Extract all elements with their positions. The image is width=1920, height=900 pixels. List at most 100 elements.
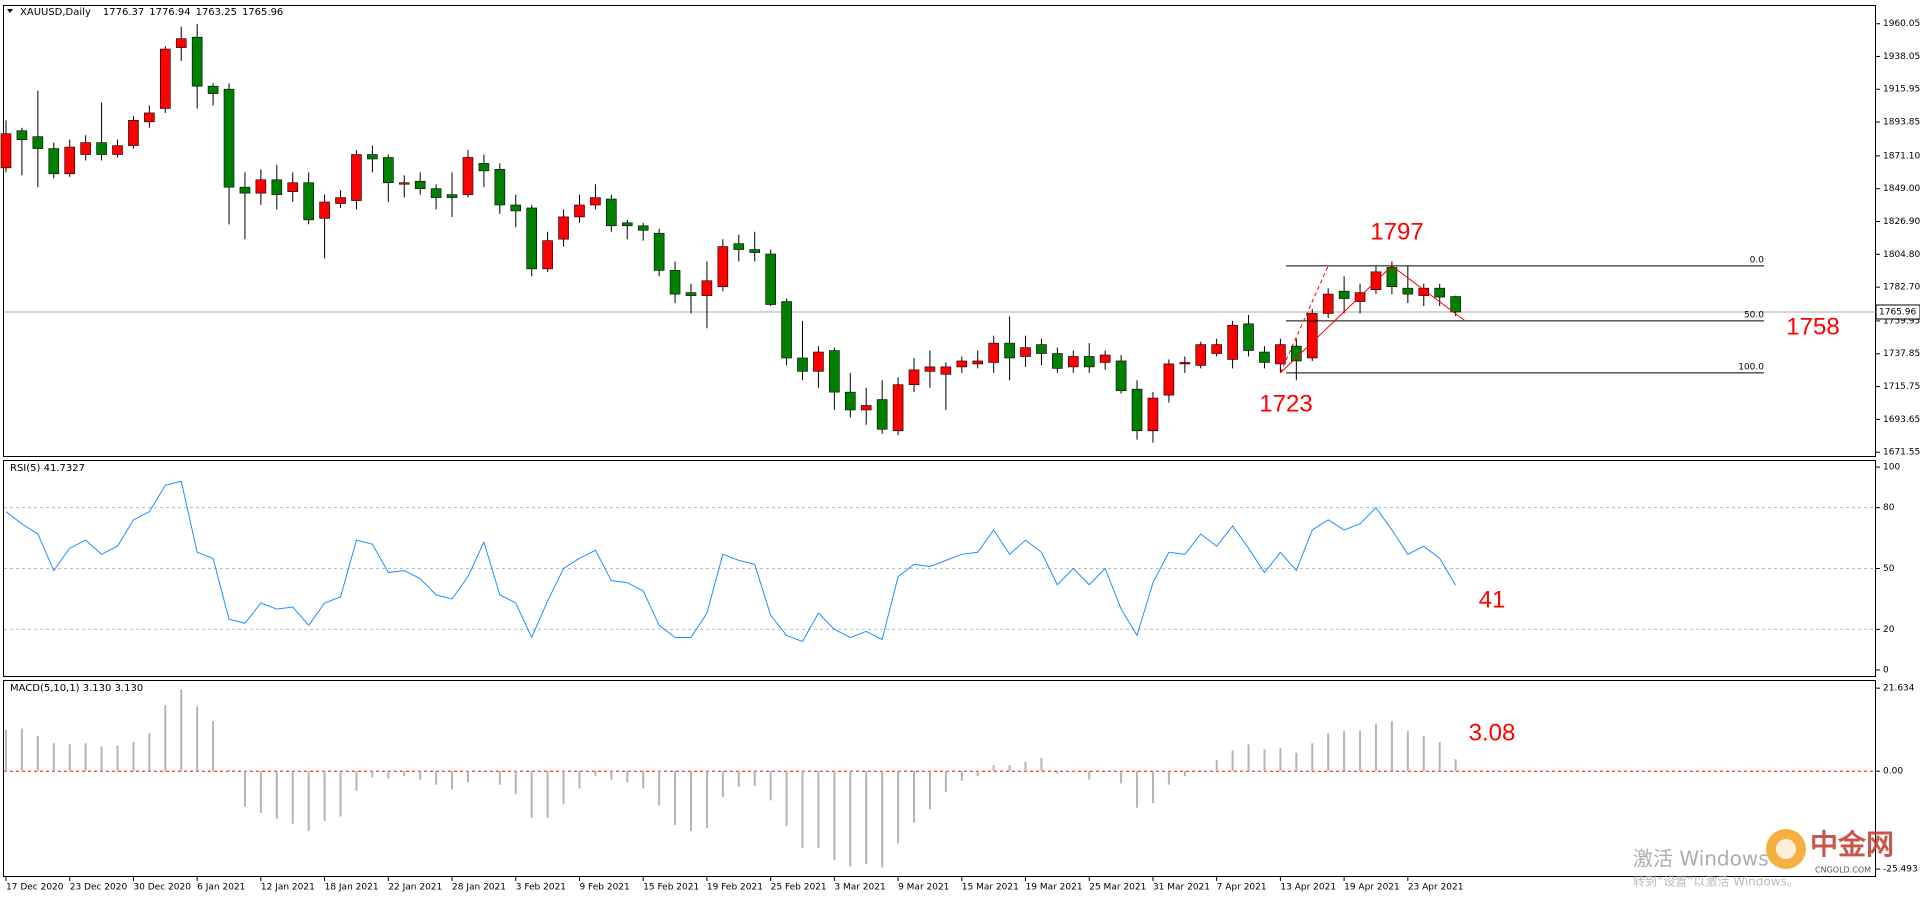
macd-bar (913, 771, 916, 823)
x-tick-label: 18 Jan 2021 (325, 883, 379, 893)
candle-body (813, 351, 824, 372)
candle-body (844, 391, 856, 411)
macd-bar (451, 771, 454, 790)
candle-body (319, 201, 330, 219)
candle-body (621, 222, 633, 227)
macd-bar (371, 771, 374, 778)
candle-body (510, 204, 522, 212)
x-tick-label: 9 Mar 2021 (898, 883, 949, 893)
macd-bar (36, 735, 39, 772)
macd-bar (1438, 742, 1441, 772)
candle-body (749, 249, 761, 253)
y-tick-label: 80 (1883, 503, 1895, 513)
x-tick-label: 19 Apr 2021 (1344, 883, 1400, 893)
macd-bar (1104, 771, 1107, 773)
candle-body (16, 130, 28, 140)
candle-body (223, 88, 235, 188)
macd-bar (674, 771, 677, 825)
candle-body (972, 360, 984, 365)
candle-body (207, 85, 219, 94)
macd-bar (1120, 771, 1123, 784)
x-tick-label: 28 Jan 2021 (452, 883, 506, 893)
x-tick-label: 6 Jan 2021 (197, 883, 245, 893)
y-tick-label: 1826.90 (1883, 217, 1920, 227)
candle-body (160, 48, 171, 109)
candle-body (414, 180, 426, 189)
candle-body (669, 270, 681, 295)
trend-line (1391, 265, 1466, 322)
macd-bar (705, 771, 708, 829)
candle-body (1418, 287, 1430, 296)
x-tick-label: 9 Feb 2021 (579, 883, 629, 893)
candle-body (1115, 360, 1127, 391)
macd-bar (865, 771, 868, 865)
current-price-box (1875, 304, 1920, 320)
macd-bar (578, 771, 581, 789)
candle-body (1275, 344, 1286, 365)
candle-body (1243, 323, 1254, 351)
y-tick-label: 1759.95 (1883, 316, 1920, 326)
macd-bar (212, 721, 215, 772)
candle-body (797, 357, 808, 372)
macd-bar (1295, 752, 1298, 772)
candle-body (956, 360, 968, 368)
candle-body (255, 179, 267, 194)
header-value: 1763.25 (196, 7, 237, 18)
y-tick-label: 21.634 (1883, 684, 1915, 694)
annotation: 1758 (1786, 313, 1839, 340)
candle-body (478, 163, 490, 172)
candle-body (1179, 362, 1191, 365)
macd-bar (291, 771, 294, 824)
x-tick-label: 19 Mar 2021 (1026, 883, 1083, 893)
macd-bar (689, 771, 692, 832)
x-tick-label: 23 Dec 2020 (70, 883, 128, 893)
rsi-title: RSI(5) 41.7327 (10, 463, 85, 474)
y-tick-label: 1915.95 (1883, 85, 1920, 95)
y-tick-label: 1782.70 (1883, 283, 1920, 293)
y-tick-label: 100 (1883, 463, 1900, 473)
fib-label: 100.0 (1738, 362, 1764, 372)
candle-body (1291, 345, 1302, 362)
macd-bar (339, 771, 342, 817)
x-tick-label: 19 Feb 2021 (707, 883, 763, 893)
y-tick-label: 20 (1883, 625, 1895, 635)
macd-bar (944, 771, 947, 792)
macd-bar (403, 771, 406, 777)
macd-bar (1390, 721, 1393, 772)
macd-bar (1040, 757, 1043, 772)
candle-body (1163, 363, 1175, 396)
candle-body (48, 148, 60, 175)
candle-body (1227, 325, 1238, 360)
macd-bar (387, 771, 390, 779)
candle-body (876, 399, 888, 430)
fib-label: 50.0 (1744, 310, 1764, 320)
candle-body (542, 240, 553, 270)
candle-body (653, 232, 665, 271)
macd-bar (1311, 743, 1314, 772)
price-pane (3, 5, 1876, 457)
watermark-line1: 激活 Windows (1633, 847, 1769, 871)
candle-body (1083, 356, 1095, 368)
candle-body (1052, 353, 1063, 369)
logo-subtext: CNGOLD.COM (1815, 866, 1871, 875)
macd-bar (259, 771, 262, 813)
candle-body (1259, 351, 1270, 363)
candle-body (351, 154, 362, 201)
y-tick-label: 0 (1883, 665, 1889, 675)
candle-body (191, 36, 203, 87)
macd-bar (275, 771, 278, 819)
macd-bar (180, 689, 183, 772)
trend-line (1280, 265, 1393, 374)
macd-bar (307, 771, 310, 832)
candle-body (1099, 354, 1111, 363)
rsi-line (5, 480, 1457, 643)
candle-body (701, 280, 713, 296)
candle-body (398, 182, 410, 185)
candle-body (637, 225, 649, 231)
x-tick-label: 15 Mar 2021 (962, 883, 1019, 893)
macd-bar (1422, 735, 1425, 772)
candle-body (940, 366, 952, 375)
macd-title: MACD(5,10,1) 3.130 3.130 (10, 683, 143, 694)
macd-bar (355, 771, 358, 791)
macd-bar (243, 771, 246, 807)
